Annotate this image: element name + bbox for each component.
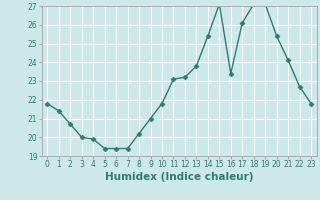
X-axis label: Humidex (Indice chaleur): Humidex (Indice chaleur)	[105, 172, 253, 182]
